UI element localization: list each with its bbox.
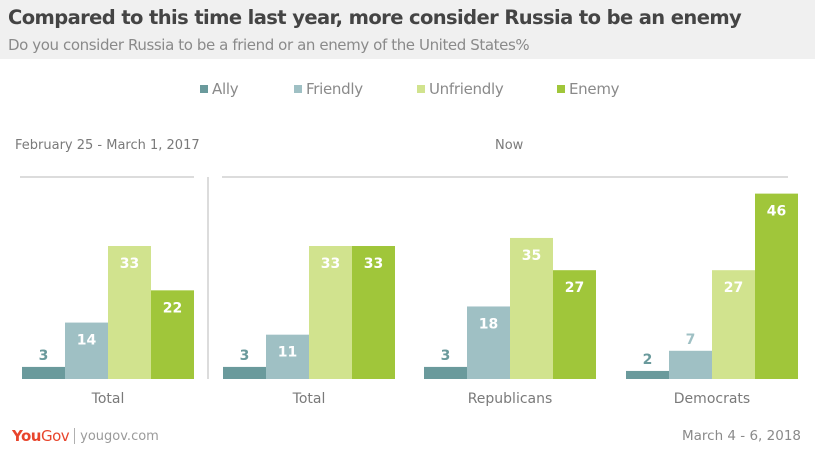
brand-you: You	[12, 427, 41, 445]
brand-url: yougov.com	[80, 428, 159, 444]
legend-label-ally: Ally	[212, 80, 239, 98]
panel-title-2017: February 25 - March 1, 2017	[15, 138, 200, 153]
brand-divider	[74, 428, 76, 444]
yougov-logo: You Gov yougov.com	[12, 427, 159, 445]
bar-democrats-friendly	[669, 350, 712, 379]
data-label-total-unfriendly: 33	[120, 256, 139, 272]
panel-separator	[207, 177, 209, 379]
legend-swatch-friendly	[294, 85, 302, 93]
category-label-democrats: Democrats	[674, 391, 750, 407]
data-label-total-unfriendly: 33	[321, 256, 340, 272]
bar-republicans-unfriendly	[510, 237, 553, 379]
legend-item-friendly: Friendly	[294, 80, 363, 98]
brand-gov: Gov	[40, 427, 70, 445]
data-label-total-ally: 3	[240, 348, 250, 364]
chart-subtitle: Do you consider Russia to be a friend or…	[8, 36, 530, 54]
bar-total-ally	[223, 366, 266, 379]
bar-democrats-ally	[626, 370, 669, 379]
data-label-republicans-friendly: 18	[479, 316, 498, 332]
bar-total-unfriendly	[108, 246, 151, 379]
data-label-democrats-friendly: 7	[686, 332, 696, 348]
bar-republicans-friendly	[467, 306, 510, 379]
legend-swatch-enemy	[557, 85, 565, 93]
data-label-republicans-enemy: 27	[565, 280, 584, 296]
legend-label-friendly: Friendly	[306, 80, 363, 98]
panel-title-now: Now	[495, 138, 524, 153]
bar-democrats-unfriendly	[712, 270, 755, 379]
category-label-total: Total	[292, 391, 326, 407]
data-label-total-ally: 3	[39, 348, 49, 364]
data-label-total-enemy: 33	[364, 256, 383, 272]
data-label-total-enemy: 22	[163, 300, 182, 316]
chart-header: Compared to this time last year, more co…	[0, 0, 815, 59]
data-label-total-friendly: 14	[77, 333, 97, 349]
bar-democrats-enemy	[755, 193, 798, 379]
bar-total-unfriendly	[309, 246, 352, 379]
bar-republicans-enemy	[553, 270, 596, 379]
legend-item-enemy: Enemy	[557, 80, 620, 98]
data-label-democrats-enemy: 46	[767, 204, 786, 220]
data-label-democrats-ally: 2	[643, 352, 653, 368]
legend-item-unfriendly: Unfriendly	[417, 80, 504, 98]
bar-republicans-ally	[424, 366, 467, 379]
bar-total-friendly	[65, 322, 108, 379]
chart-title: Compared to this time last year, more co…	[8, 6, 742, 29]
footer-date: March 4 - 6, 2018	[681, 428, 801, 444]
panel-rule-now	[222, 176, 788, 178]
bar-total-ally	[22, 366, 65, 379]
bar-total-friendly	[266, 334, 309, 379]
category-label-republicans: Republicans	[468, 391, 553, 407]
data-label-democrats-unfriendly: 27	[724, 280, 743, 296]
panel-rule-2017	[20, 176, 194, 178]
category-label-total: Total	[91, 391, 125, 407]
bar-total-enemy	[151, 290, 194, 379]
data-label-republicans-unfriendly: 35	[522, 248, 541, 264]
legend-item-ally: Ally	[200, 80, 239, 98]
legend-label-enemy: Enemy	[569, 80, 620, 98]
data-label-total-friendly: 11	[278, 345, 297, 361]
legend-swatch-unfriendly	[417, 85, 425, 93]
legend-swatch-ally	[200, 85, 208, 93]
data-label-republicans-ally: 3	[441, 348, 451, 364]
legend-label-unfriendly: Unfriendly	[429, 80, 504, 98]
bar-total-enemy	[352, 246, 395, 379]
